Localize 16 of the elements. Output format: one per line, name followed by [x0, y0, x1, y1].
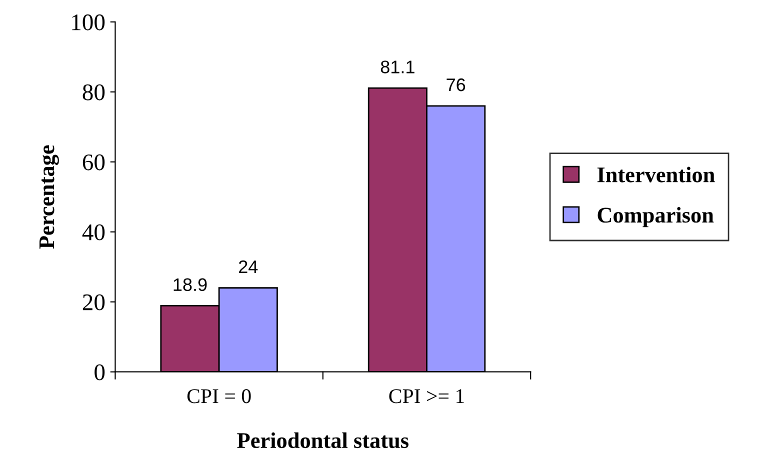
y-tick-label: 60: [82, 154, 105, 170]
data-label: 81.1: [380, 60, 414, 74]
data-label: 18.9: [174, 278, 207, 292]
x-tick-label: CPI >= 1: [389, 389, 464, 404]
legend-label: Intervention: [597, 166, 715, 182]
y-tick-label: 40: [82, 224, 105, 240]
data-label: 24: [239, 260, 258, 274]
legend-label: Comparison: [598, 207, 714, 228]
x-axis-title: Periodontal status: [237, 432, 408, 448]
y-axis-title: Percentage: [40, 145, 59, 249]
y-tick-label: 80: [82, 84, 105, 100]
y-tick-label: 0: [94, 364, 105, 380]
data-label: 76: [446, 78, 466, 92]
x-tick-label: CPI = 0: [187, 389, 251, 404]
y-tick-label: 100: [72, 14, 105, 30]
y-tick-label: 20: [82, 294, 105, 310]
